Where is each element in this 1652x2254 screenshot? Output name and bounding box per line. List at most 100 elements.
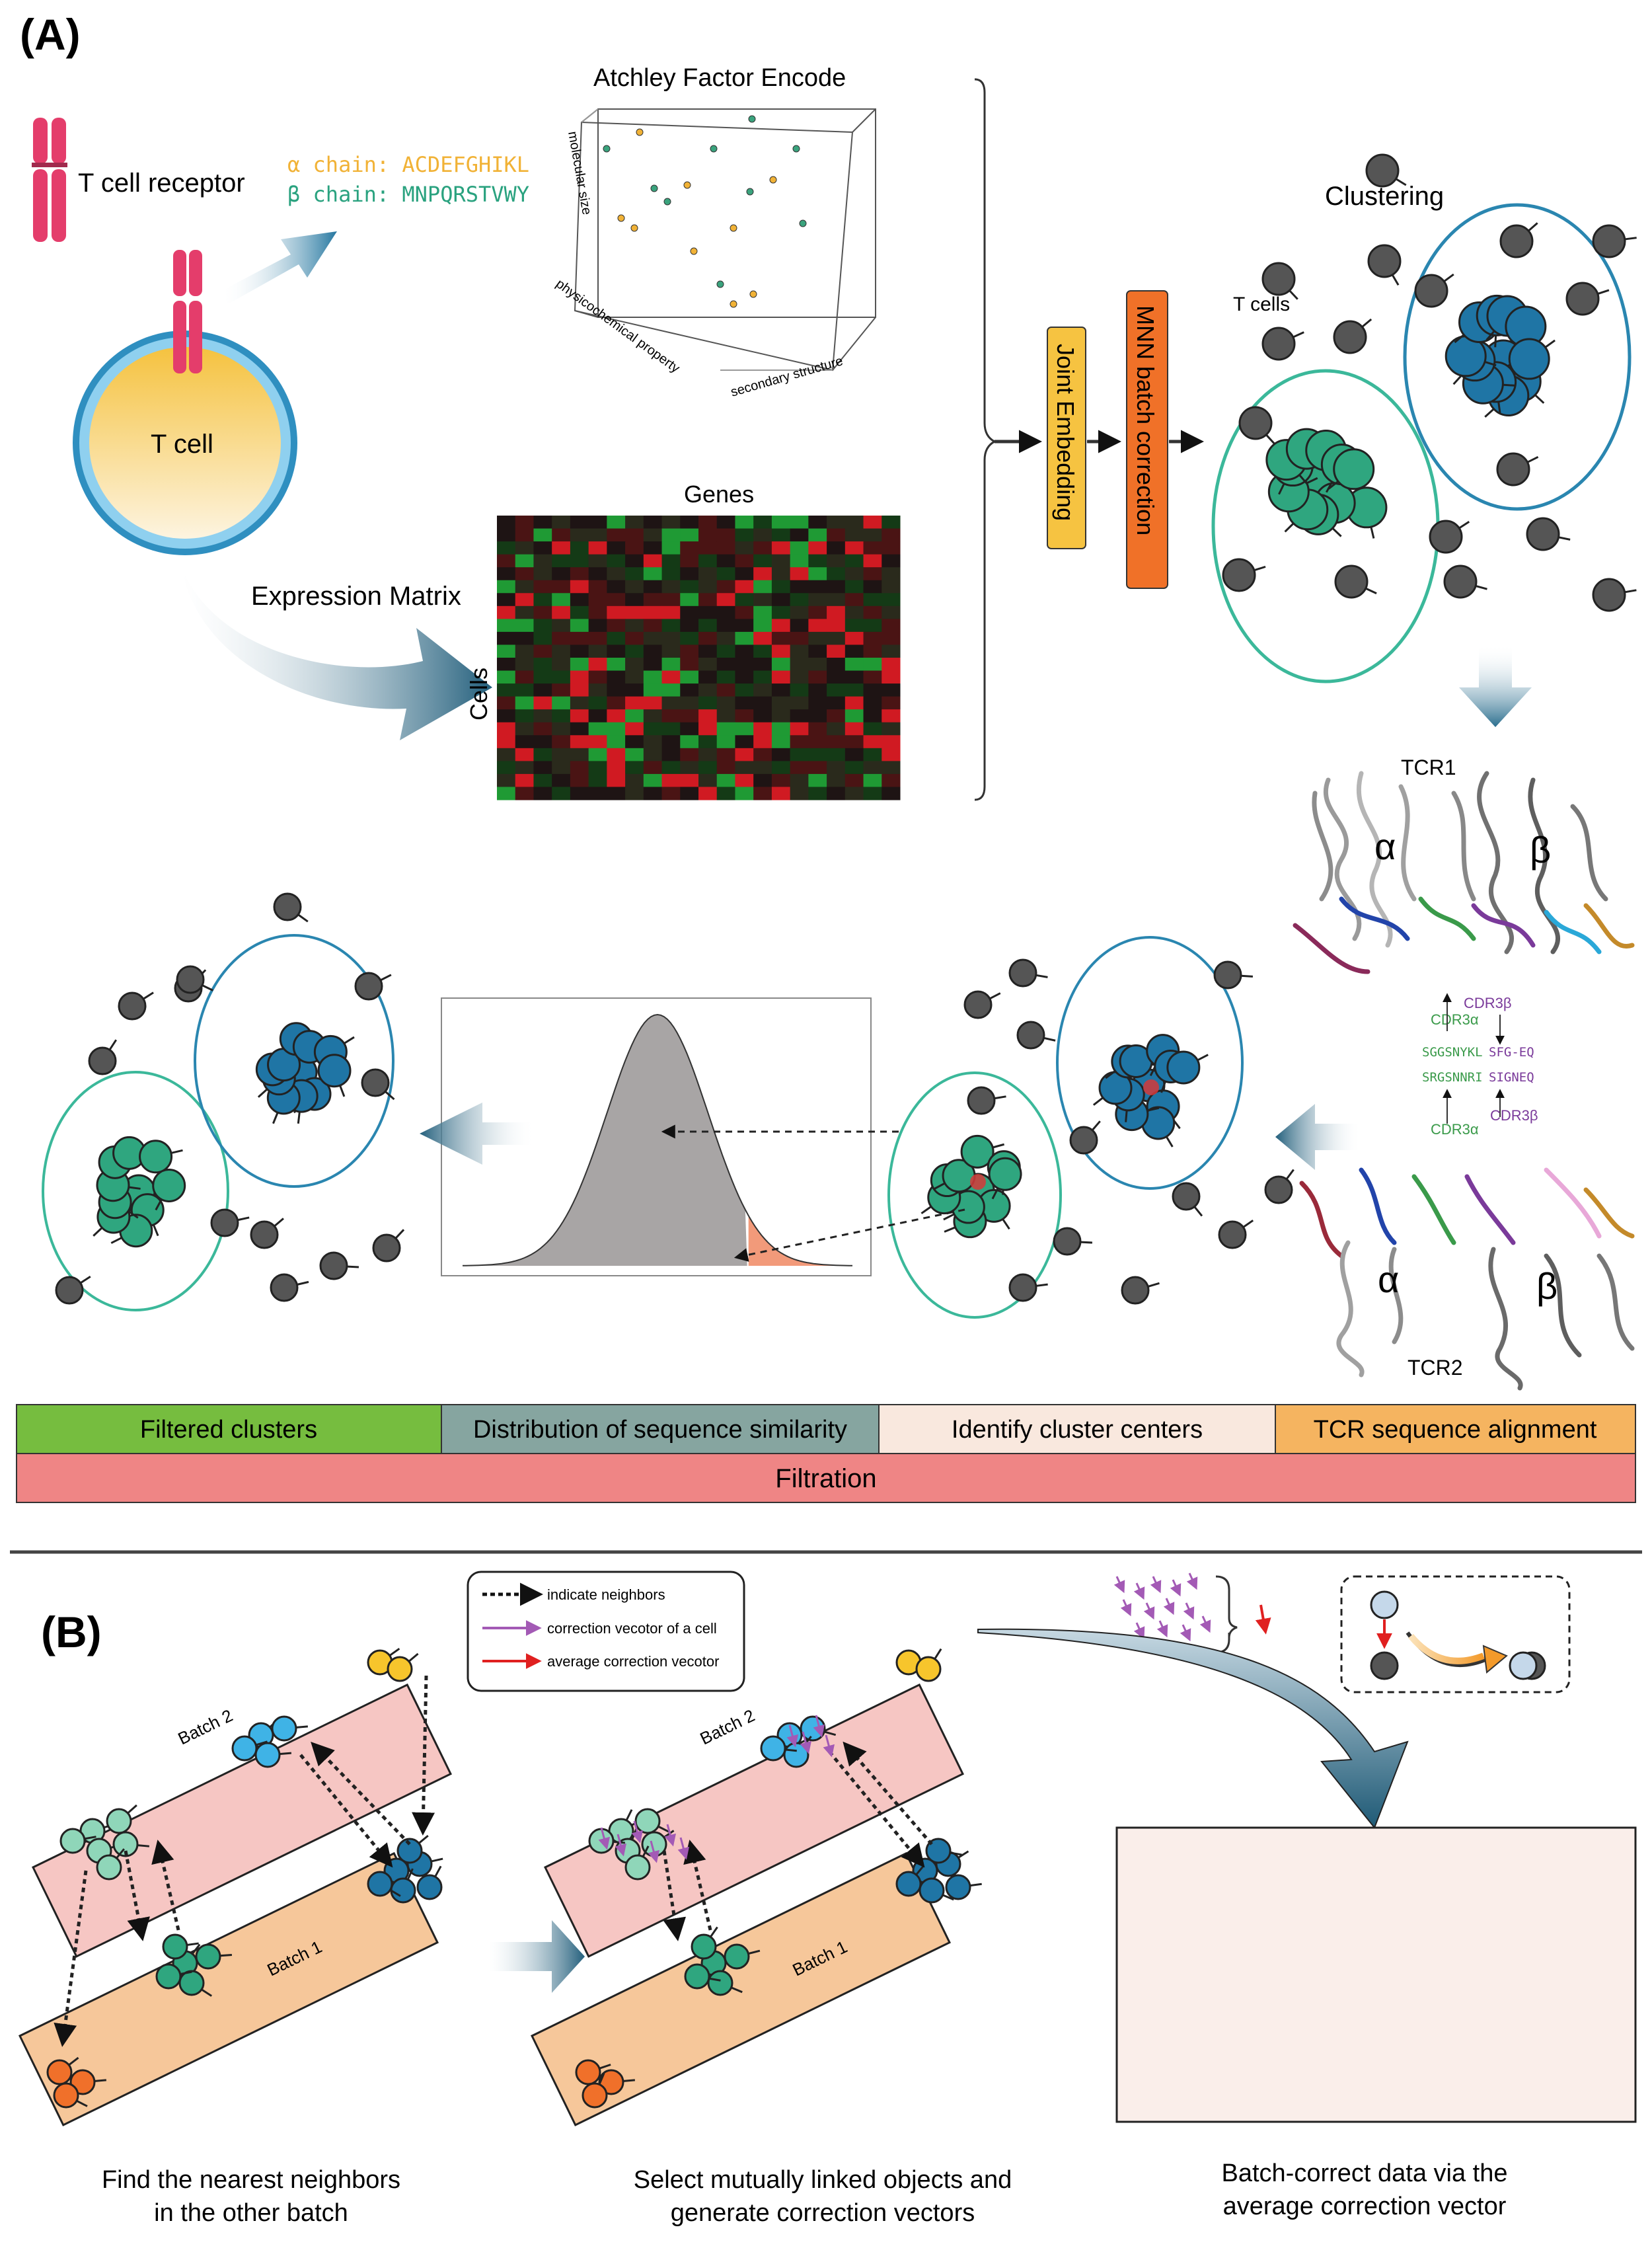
heatmap-cell: [552, 593, 571, 607]
heatmap-cell: [808, 670, 827, 684]
heatmap-cell: [716, 787, 735, 800]
heatmap-cell: [698, 735, 718, 749]
heatmap-cell: [808, 787, 827, 800]
heatmap-cell: [661, 528, 681, 542]
heatmap-cell: [771, 658, 791, 672]
heatmap-cell: [533, 696, 552, 710]
cell: [1069, 1120, 1101, 1155]
heatmap-cell: [497, 605, 516, 619]
cell: [1166, 1050, 1209, 1085]
correction-vector: [631, 1820, 643, 1844]
cell: [1496, 452, 1539, 486]
heatmap-cell: [515, 516, 534, 529]
heatmap-cell: [588, 787, 607, 800]
heatmap-cell: [882, 670, 901, 684]
heatmap-cell: [588, 683, 607, 697]
heatmap-cell: [607, 541, 626, 555]
heatmap-cell: [533, 658, 552, 672]
heatmap-cell: [588, 631, 607, 645]
cell: [46, 2056, 79, 2085]
heatmap-cell: [643, 761, 663, 775]
heatmap-cell: [845, 528, 864, 542]
heatmap-cell: [698, 593, 718, 607]
heatmap-cell: [735, 593, 754, 607]
heatmap-cell: [552, 683, 571, 697]
heatmap-cell: [588, 658, 607, 672]
heatmap-cell: [588, 580, 607, 594]
cell: [88, 1039, 118, 1075]
heatmap-cell: [771, 631, 791, 645]
heatmap-cell: [790, 644, 809, 658]
heatmap-cell: [625, 580, 644, 594]
heatmap-cell: [698, 516, 718, 529]
heatmap-cell: [533, 761, 552, 775]
heatmap-cell: [790, 670, 809, 684]
heatmap-cell: [680, 670, 699, 684]
heatmap-cell: [533, 773, 552, 787]
axis-secondary-structure: secondary structure: [729, 354, 845, 400]
heatmap-cell: [515, 631, 534, 645]
heatmap-cell: [607, 761, 626, 775]
heatmap-cell: [845, 644, 864, 658]
heatmap-cell: [753, 722, 772, 736]
heatmap-cell: [680, 593, 699, 607]
heatmap-cell: [661, 735, 681, 749]
correction-vector: [1183, 1602, 1195, 1620]
heatmap-cell: [588, 619, 607, 633]
cell: [231, 1735, 268, 1762]
arrow-left-2: [420, 1103, 535, 1165]
heatmap-cell: [680, 748, 699, 761]
cell: [1508, 338, 1556, 380]
heatmap-cell: [735, 516, 754, 529]
heatmap-cell: [698, 787, 718, 800]
correction-vector: [1150, 1576, 1162, 1594]
cell: [1333, 318, 1372, 354]
heatmap-cell: [698, 722, 718, 736]
heatmap-cell: [771, 735, 791, 749]
heatmap-cell: [735, 644, 754, 658]
cell: [1328, 448, 1375, 490]
cell: [707, 1970, 743, 1996]
cell: [372, 1229, 405, 1263]
heatmap-cell: [515, 605, 534, 619]
cell: [270, 1273, 309, 1302]
heatmap-cell: [808, 593, 827, 607]
average-vector-arrow: [1255, 1604, 1271, 1635]
heatmap-cell: [552, 554, 571, 568]
heatmap-cell: [607, 567, 626, 581]
heatmap-cell: [771, 644, 791, 658]
heatmap-cell: [515, 580, 534, 594]
heatmap-cell: [515, 541, 534, 555]
cell: [176, 965, 213, 994]
heatmap-cell: [607, 658, 626, 672]
heatmap-cell: [753, 748, 772, 761]
heatmap-cell: [698, 658, 718, 672]
t-cell: [73, 250, 297, 555]
heatmap-cell: [716, 593, 735, 607]
heatmap-cell: [607, 644, 626, 658]
heatmap-cell: [607, 619, 626, 633]
heatmap-cell: [753, 593, 772, 607]
heatmap-cell: [863, 748, 882, 761]
step-label-0: Filtered clusters: [140, 1416, 317, 1444]
beta-chain-seq: β chain: MNPQRSTVWY: [287, 182, 529, 207]
tcells-label: T cells: [1233, 293, 1290, 315]
caption2-line2: generate correction vectors: [671, 2199, 975, 2227]
heatmap-cell: [607, 580, 626, 594]
heatmap-cell: [552, 567, 571, 581]
heatmap-cell: [588, 593, 607, 607]
heatmap-cell: [552, 644, 571, 658]
heatmap-cell: [588, 722, 607, 736]
heatmap-cell: [533, 644, 552, 658]
cell: [367, 1871, 401, 1897]
heatmap-cell: [771, 761, 791, 775]
heatmap-cell: [588, 773, 607, 787]
heatmap-cell: [845, 709, 864, 723]
heatmap-cell: [808, 735, 827, 749]
heatmap-cell: [863, 787, 882, 800]
heatmap-cell: [680, 516, 699, 529]
heatmap-cell: [625, 567, 644, 581]
heatmap-cell: [552, 709, 571, 723]
heatmap-cell: [808, 528, 827, 542]
heatmap-cell: [882, 735, 901, 749]
